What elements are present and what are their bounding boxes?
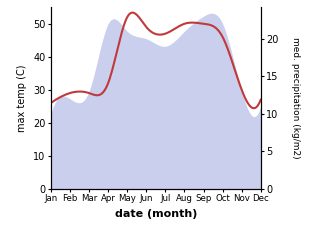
Y-axis label: max temp (C): max temp (C) xyxy=(17,64,27,132)
X-axis label: date (month): date (month) xyxy=(114,209,197,219)
Y-axis label: med. precipitation (kg/m2): med. precipitation (kg/m2) xyxy=(291,37,300,159)
